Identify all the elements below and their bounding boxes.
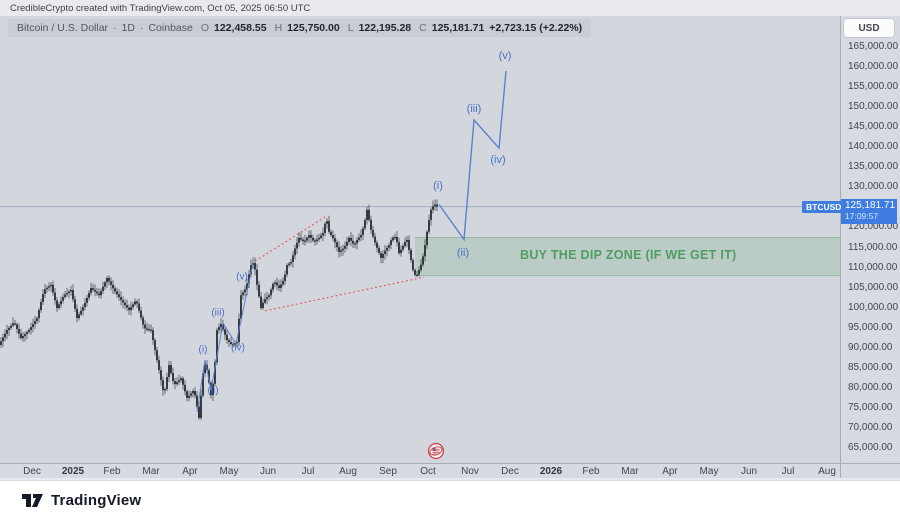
price-tick: 65,000.00 xyxy=(848,442,893,453)
wave-label[interactable]: (v) xyxy=(236,271,248,283)
time-tick: Dec xyxy=(23,466,41,477)
time-tick: Feb xyxy=(582,466,600,477)
symbol-title: Bitcoin / U.S. Dollar xyxy=(17,22,109,34)
time-tick: Oct xyxy=(420,466,436,477)
price-tick: 130,000.00 xyxy=(848,181,899,193)
wave-label[interactable]: (i) xyxy=(433,180,443,193)
last-price-value: 125,181.71 xyxy=(845,200,896,211)
time-tick: Jul xyxy=(781,466,795,477)
wave-label[interactable]: (i) xyxy=(198,344,208,356)
wave-label[interactable]: (v) xyxy=(498,49,512,62)
price-tick: 110,000.00 xyxy=(848,261,898,273)
price-tick: 160,000.00 xyxy=(848,61,899,73)
low-letter: L xyxy=(347,22,354,34)
interval-label: 1D xyxy=(121,22,135,34)
time-tick: Apr xyxy=(182,466,198,477)
time-tick: 2026 xyxy=(539,466,563,477)
time-tick: Nov xyxy=(461,466,479,477)
bar-countdown: 17:09:57 xyxy=(845,211,879,221)
close-value: 125,181.71 xyxy=(431,22,485,34)
price-tick: 90,000.00 xyxy=(848,341,893,353)
time-tick: Jun xyxy=(259,466,277,477)
wave-label[interactable]: (ii) xyxy=(456,247,470,260)
tradingview-logo-icon xyxy=(22,494,43,507)
wave-label[interactable]: (iii) xyxy=(466,103,482,116)
price-tick: 155,000.00 xyxy=(848,81,899,93)
price-tick: 135,000.00 xyxy=(848,161,899,173)
high-value: 125,750.00 xyxy=(287,22,340,34)
wave-label[interactable]: (ii) xyxy=(207,385,219,397)
time-tick: Jul xyxy=(301,466,315,477)
wave-label[interactable]: (iv) xyxy=(490,154,506,167)
change-value: +2,723.15 (+2.22%) xyxy=(489,22,583,34)
price-tick: 165,000.00 xyxy=(848,41,899,52)
time-tick: 2025 xyxy=(61,466,85,477)
price-tick: 95,000.00 xyxy=(848,321,893,333)
exchange-label: Coinbase xyxy=(148,22,193,34)
price-axis-border xyxy=(840,16,841,478)
time-axis[interactable] xyxy=(0,463,900,478)
attribution-text: CredibleCrypto created with TradingView.… xyxy=(10,3,311,14)
time-tick: Sep xyxy=(379,466,397,477)
price-axis[interactable] xyxy=(840,16,900,478)
price-tick: 150,000.00 xyxy=(848,101,899,113)
wave-label[interactable]: (iii) xyxy=(211,307,225,319)
open-letter: O xyxy=(200,22,210,34)
time-tick: Aug xyxy=(818,466,836,477)
price-tick: 115,000.00 xyxy=(848,241,898,253)
time-tick: Apr xyxy=(662,466,678,477)
high-letter: H xyxy=(274,22,283,34)
price-tick: 140,000.00 xyxy=(848,141,899,153)
low-value: 122,195.28 xyxy=(358,22,412,34)
symbol-badge[interactable]: BTCUSD xyxy=(802,201,846,213)
chart-plot-area[interactable] xyxy=(0,16,840,478)
time-tick: Aug xyxy=(339,466,357,477)
wave-label[interactable]: (iv) xyxy=(231,342,245,354)
price-tick: 100,000.00 xyxy=(848,301,899,313)
separator: · xyxy=(113,22,117,34)
time-tick: Mar xyxy=(142,466,160,477)
close-letter: C xyxy=(419,22,427,34)
tradingview-brand[interactable]: TradingView xyxy=(22,491,141,510)
time-axis-border xyxy=(0,463,900,464)
price-tick: 145,000.00 xyxy=(848,121,899,133)
price-tick: 105,000.00 xyxy=(848,281,899,293)
footer-bar: TradingView xyxy=(0,480,900,519)
buy-zone-label[interactable]: BUY THE DIP ZONE (IF WE GET IT) xyxy=(520,248,737,262)
price-tick: 80,000.00 xyxy=(848,381,893,393)
time-tick: Mar xyxy=(621,466,639,477)
currency-toggle-button[interactable]: USD xyxy=(843,18,895,38)
price-tick: 85,000.00 xyxy=(848,361,893,373)
time-tick: May xyxy=(699,466,719,477)
price-tick: 70,000.00 xyxy=(848,421,893,433)
time-tick: Jun xyxy=(740,466,758,477)
separator: · xyxy=(139,22,144,34)
brand-name: TradingView xyxy=(51,492,142,509)
time-tick: May xyxy=(219,466,239,477)
time-tick: Feb xyxy=(103,466,121,477)
price-tick: 120,000.00 xyxy=(848,221,899,233)
open-value: 122,458.55 xyxy=(214,22,267,34)
price-tick: 75,000.00 xyxy=(848,401,893,413)
last-price-label[interactable]: 125,181.71 17:09:57 xyxy=(841,199,897,224)
time-tick: Dec xyxy=(501,466,519,477)
